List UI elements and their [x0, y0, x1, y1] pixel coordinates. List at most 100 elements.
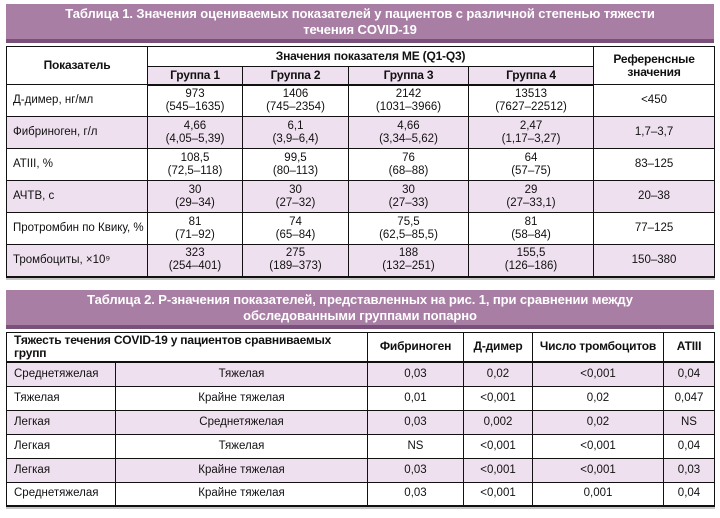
p-d-dimer: 0,02	[463, 361, 533, 387]
p-atiii: 0,047	[663, 385, 715, 411]
severity-b: Крайне тяжелая	[115, 457, 368, 483]
iqr-range: (189–373)	[269, 260, 322, 273]
p-platelets: 0,001	[532, 481, 664, 507]
median-value: 1406	[282, 87, 309, 100]
group3-value-cell: 188 (132–251)	[348, 244, 469, 277]
header-group-3: Группа 3	[348, 66, 469, 86]
median-value: 275	[285, 247, 306, 260]
median-value: 108,5	[180, 151, 210, 164]
median-value: 74	[289, 215, 302, 228]
iqr-range: (545–1635)	[165, 100, 225, 113]
table-row: АЧТВ, с 30 (29–34) 30 (27–32) 30 (27–33) 29…	[6, 180, 716, 213]
iqr-range: (29–34)	[175, 196, 215, 209]
severity-a: Тяжелая	[6, 385, 116, 411]
severity-a: Среднетяжелая	[6, 481, 116, 507]
page: Таблица 1. Значения оцениваемых показате…	[6, 4, 716, 507]
severity-a: Легкая	[6, 409, 116, 435]
group4-value-cell: 155,5 (126–186)	[467, 244, 595, 277]
table-row: АТIII, % 108,5 (72,5–118) 99,5 (80–113) 76…	[6, 148, 716, 181]
group3-value-cell: 2142 (1031–3966)	[348, 84, 469, 117]
header-atiii: АТIII	[663, 331, 715, 363]
header-fibrinogen: Фибриноген	[367, 331, 464, 363]
iqr-range: (58–84)	[511, 228, 551, 241]
p-atiii: 0,03	[663, 457, 715, 483]
iqr-range: (68–88)	[388, 164, 429, 177]
indicator-label: Протромбин по Квику, %	[6, 212, 148, 245]
iqr-range: (126–186)	[504, 260, 558, 273]
median-value: 29	[524, 183, 538, 196]
p-fibrinogen: 0,03	[367, 361, 464, 387]
iqr-range: (3,9–6,4)	[272, 132, 319, 145]
header-group-2: Группа 2	[242, 66, 349, 86]
p-fibrinogen: 0,01	[367, 385, 464, 411]
group2-value-cell: 6,1 (3,9–6,4)	[242, 116, 349, 149]
group2-value-cell: 30 (27–32)	[242, 180, 349, 213]
p-fibrinogen: 0,03	[367, 409, 464, 435]
p-platelets: <0,001	[532, 433, 664, 459]
group4-value-cell: 13513 (7627–22512)	[467, 84, 595, 117]
median-value: 75,5	[397, 215, 420, 228]
indicator-label: АТIII, %	[6, 148, 148, 181]
tables-gap	[6, 278, 714, 290]
header-values-span: Значения показателя МЕ (Q1-Q3)	[146, 46, 595, 67]
indicator-label: АЧТВ, с	[6, 180, 148, 213]
iqr-range: (1,17–3,27)	[501, 132, 561, 145]
header-d-dimer: Д-димер	[463, 331, 533, 363]
median-value: 30	[188, 183, 202, 196]
table-row: Легкая Крайне тяжелая 0,03 <0,001 <0,001…	[6, 457, 715, 483]
p-fibrinogen: 0,03	[367, 457, 464, 483]
group4-value-cell: 2,47 (1,17–3,27)	[467, 116, 595, 149]
group1-value-cell: 323 (254–401)	[147, 244, 243, 277]
p-platelets: <0,001	[532, 457, 664, 483]
median-value: 6,1	[287, 119, 304, 132]
p-d-dimer: 0,002	[463, 409, 533, 435]
iqr-range: (57–75)	[511, 164, 551, 177]
table1-header-row-groups: Группа 1 Группа 2 Группа 3 Группа 4	[7, 66, 715, 86]
iqr-range: (71–92)	[175, 228, 215, 241]
p-atiii: NS	[663, 409, 715, 435]
p-d-dimer: <0,001	[463, 481, 533, 507]
reference-value: 1,7–3,7	[593, 116, 716, 149]
group4-value-cell: 81 (58–84)	[467, 212, 595, 245]
group3-value-cell: 30 (27–33)	[348, 180, 469, 213]
table2-header: Тяжесть течения COVID-19 у пациентов сра…	[6, 331, 715, 363]
table-row: Фибриноген, г/л 4,66 (4,05–5,39) 6,1 (3,9–…	[6, 116, 716, 149]
iqr-range: (745–2354)	[266, 100, 325, 113]
group4-value-cell: 64 (57–75)	[467, 148, 595, 181]
p-fibrinogen: NS	[367, 433, 464, 459]
table-row: Тромбоциты, ×10⁹ 323 (254–401) 275 (189–37…	[6, 244, 716, 277]
severity-a: Легкая	[6, 457, 116, 483]
p-platelets: <0,001	[532, 361, 664, 387]
table-row: Протромбин по Квику, % 81 (71–92) 74 (65–8…	[6, 212, 716, 245]
table-row: Среднетяжелая Тяжелая 0,03 0,02 <0,001 0…	[6, 361, 715, 387]
table1-indicators: Показатель Значения показателя МЕ (Q1-Q3…	[6, 46, 716, 278]
iqr-range: (27–33,1)	[506, 196, 556, 209]
median-value: 13513	[515, 87, 548, 100]
iqr-range: (7627–22512)	[495, 100, 567, 113]
group1-value-cell: 108,5 (72,5–118)	[147, 148, 243, 181]
table2-title-bar: Таблица 2. Р-значения показателей, предс…	[6, 289, 714, 329]
p-d-dimer: <0,001	[463, 385, 533, 411]
p-atiii: 0,04	[663, 361, 715, 387]
iqr-range: (254–401)	[168, 260, 222, 273]
table1-title-bar: Таблица 1. Значения оцениваемых показате…	[6, 4, 714, 43]
group3-value-cell: 4,66 (3,34–5,62)	[348, 116, 469, 149]
reference-value: 83–125	[593, 148, 716, 181]
median-value: 4,66	[397, 119, 420, 132]
p-fibrinogen: 0,03	[367, 481, 464, 507]
table2-header-row: Тяжесть течения COVID-19 у пациентов сра…	[6, 331, 715, 363]
severity-b: Крайне тяжелая	[115, 385, 368, 411]
median-value: 4,66	[183, 119, 207, 132]
group2-value-cell: 74 (65–84)	[242, 212, 349, 245]
median-value: 81	[524, 215, 538, 228]
median-value: 30	[402, 183, 415, 196]
indicator-label: Фибриноген, г/л	[6, 116, 148, 149]
iqr-range: (4,05–5,39)	[165, 132, 225, 145]
severity-b: Тяжелая	[115, 361, 368, 387]
iqr-range: (3,34–5,62)	[379, 132, 438, 145]
reference-value: 20–38	[593, 180, 716, 213]
reference-value: 150–380	[593, 244, 716, 277]
iqr-range: (72,5–118)	[167, 164, 223, 177]
group3-value-cell: 75,5 (62,5–85,5)	[348, 212, 469, 245]
iqr-range: (80–113)	[272, 164, 319, 177]
